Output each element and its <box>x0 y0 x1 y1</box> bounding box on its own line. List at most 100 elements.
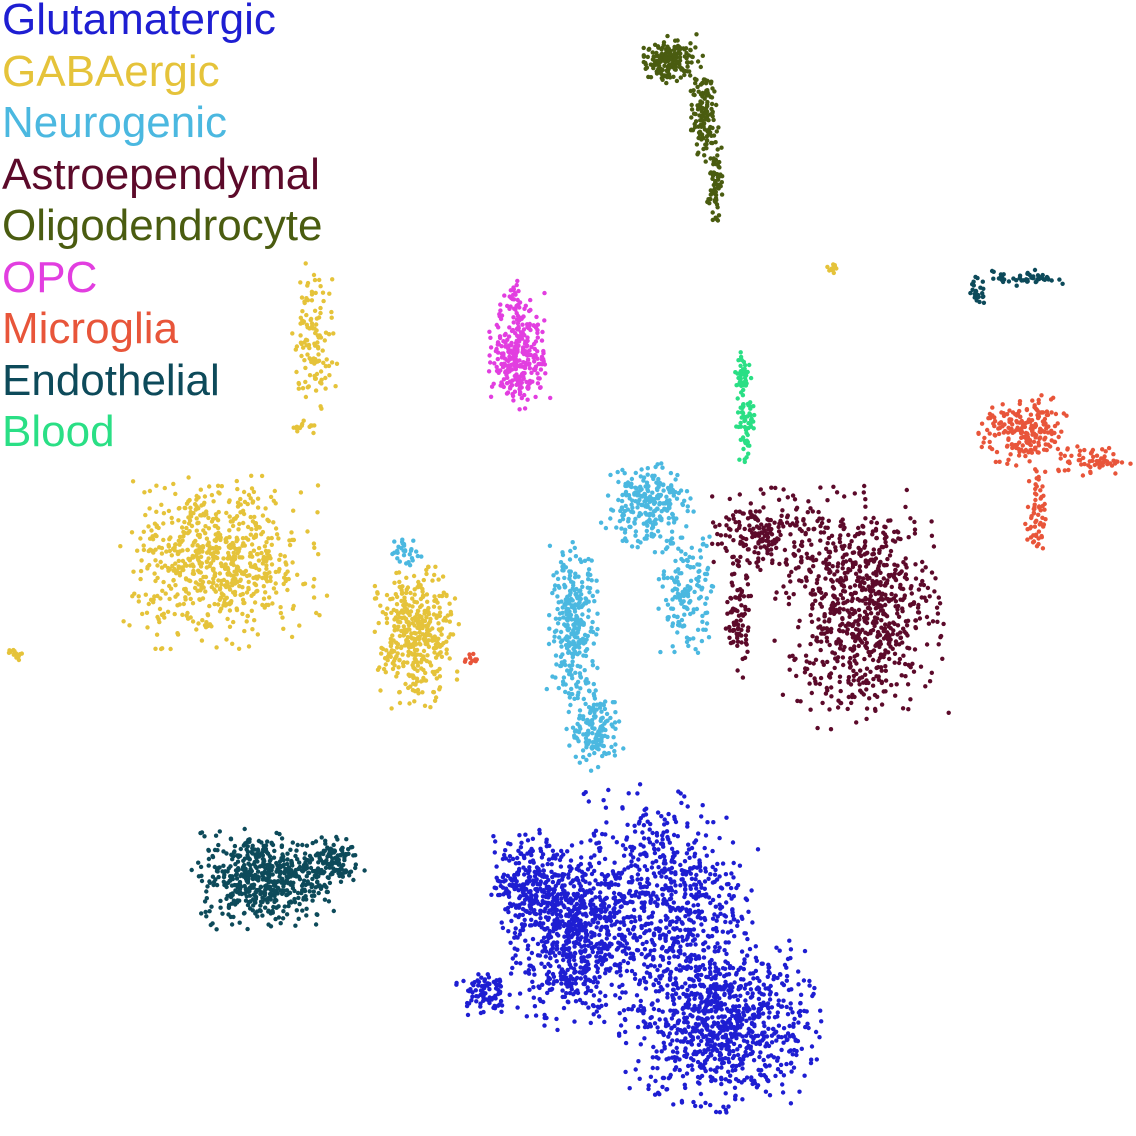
data-point <box>537 922 542 928</box>
data-point <box>689 1042 695 1047</box>
data-point <box>811 661 816 666</box>
data-point <box>305 280 311 286</box>
data-point <box>162 563 168 568</box>
data-point <box>598 520 604 525</box>
data-point <box>384 620 390 626</box>
data-point <box>518 845 524 850</box>
data-point <box>145 564 150 570</box>
data-point <box>670 942 676 948</box>
data-point <box>638 816 643 821</box>
data-point <box>685 508 690 514</box>
data-point <box>679 617 685 623</box>
data-point <box>724 882 730 887</box>
data-point <box>531 995 536 1000</box>
data-point <box>433 695 439 700</box>
data-point <box>636 821 642 826</box>
data-point <box>236 527 241 532</box>
data-point <box>397 657 402 663</box>
data-point <box>605 493 611 498</box>
data-point <box>653 508 658 513</box>
data-point <box>687 959 693 964</box>
data-point <box>263 590 268 595</box>
data-point <box>621 746 626 751</box>
data-point <box>329 309 334 315</box>
data-point <box>644 528 649 534</box>
data-point <box>679 549 684 554</box>
data-point <box>223 537 228 542</box>
series-glutamatergic <box>454 782 824 1115</box>
data-point <box>556 881 561 886</box>
data-point <box>643 892 648 897</box>
data-point <box>219 582 224 587</box>
data-point <box>437 687 442 692</box>
data-point <box>707 965 713 971</box>
data-point <box>578 674 583 679</box>
data-point <box>661 1040 666 1046</box>
data-point <box>745 1039 750 1045</box>
data-point <box>173 561 178 566</box>
data-point <box>799 1046 804 1052</box>
data-point <box>743 982 749 987</box>
data-point <box>143 592 148 597</box>
data-point <box>316 552 321 557</box>
data-point <box>215 525 221 531</box>
data-point <box>773 1073 778 1079</box>
data-point <box>740 1066 745 1071</box>
data-point <box>727 995 732 1000</box>
data-point <box>695 1035 701 1040</box>
data-point <box>879 618 884 623</box>
data-point <box>660 584 665 589</box>
data-point <box>268 578 273 584</box>
data-point <box>812 985 817 991</box>
data-point <box>685 1020 690 1025</box>
data-point <box>614 840 619 845</box>
data-point <box>784 973 790 979</box>
data-point <box>590 949 595 955</box>
data-point <box>306 384 311 389</box>
data-point <box>494 864 499 869</box>
data-point <box>268 494 274 500</box>
data-point <box>303 261 308 266</box>
data-point <box>406 623 412 628</box>
data-point <box>500 874 506 880</box>
data-point <box>471 983 476 988</box>
data-point <box>565 627 570 632</box>
data-point <box>798 1001 803 1006</box>
data-point <box>663 913 668 919</box>
data-point <box>705 565 711 571</box>
data-point <box>671 493 676 498</box>
data-point <box>772 1031 777 1036</box>
data-point <box>620 949 625 954</box>
data-point <box>153 646 158 651</box>
data-point <box>674 1045 679 1051</box>
data-point <box>683 1085 688 1091</box>
data-point <box>661 870 666 875</box>
data-point <box>681 991 686 997</box>
data-point <box>202 500 207 505</box>
data-point <box>689 876 695 881</box>
data-point <box>744 1075 750 1080</box>
data-point <box>231 562 236 568</box>
data-point <box>609 882 614 887</box>
data-point <box>256 558 262 563</box>
data-point <box>599 939 604 944</box>
data-point <box>577 760 582 765</box>
data-point <box>499 1009 504 1014</box>
data-point <box>612 860 617 865</box>
data-point <box>552 979 557 984</box>
data-point <box>555 606 560 612</box>
data-point <box>720 861 726 866</box>
data-point <box>905 682 911 687</box>
data-point <box>249 593 254 598</box>
data-point <box>158 646 164 652</box>
data-point <box>563 597 568 602</box>
data-point <box>723 940 728 945</box>
data-point <box>234 607 240 613</box>
data-point <box>673 1058 678 1064</box>
data-point <box>608 915 613 920</box>
data-point <box>683 551 688 557</box>
data-point <box>255 632 260 637</box>
data-point <box>733 1077 739 1082</box>
data-point <box>702 966 707 972</box>
data-point <box>651 982 656 987</box>
